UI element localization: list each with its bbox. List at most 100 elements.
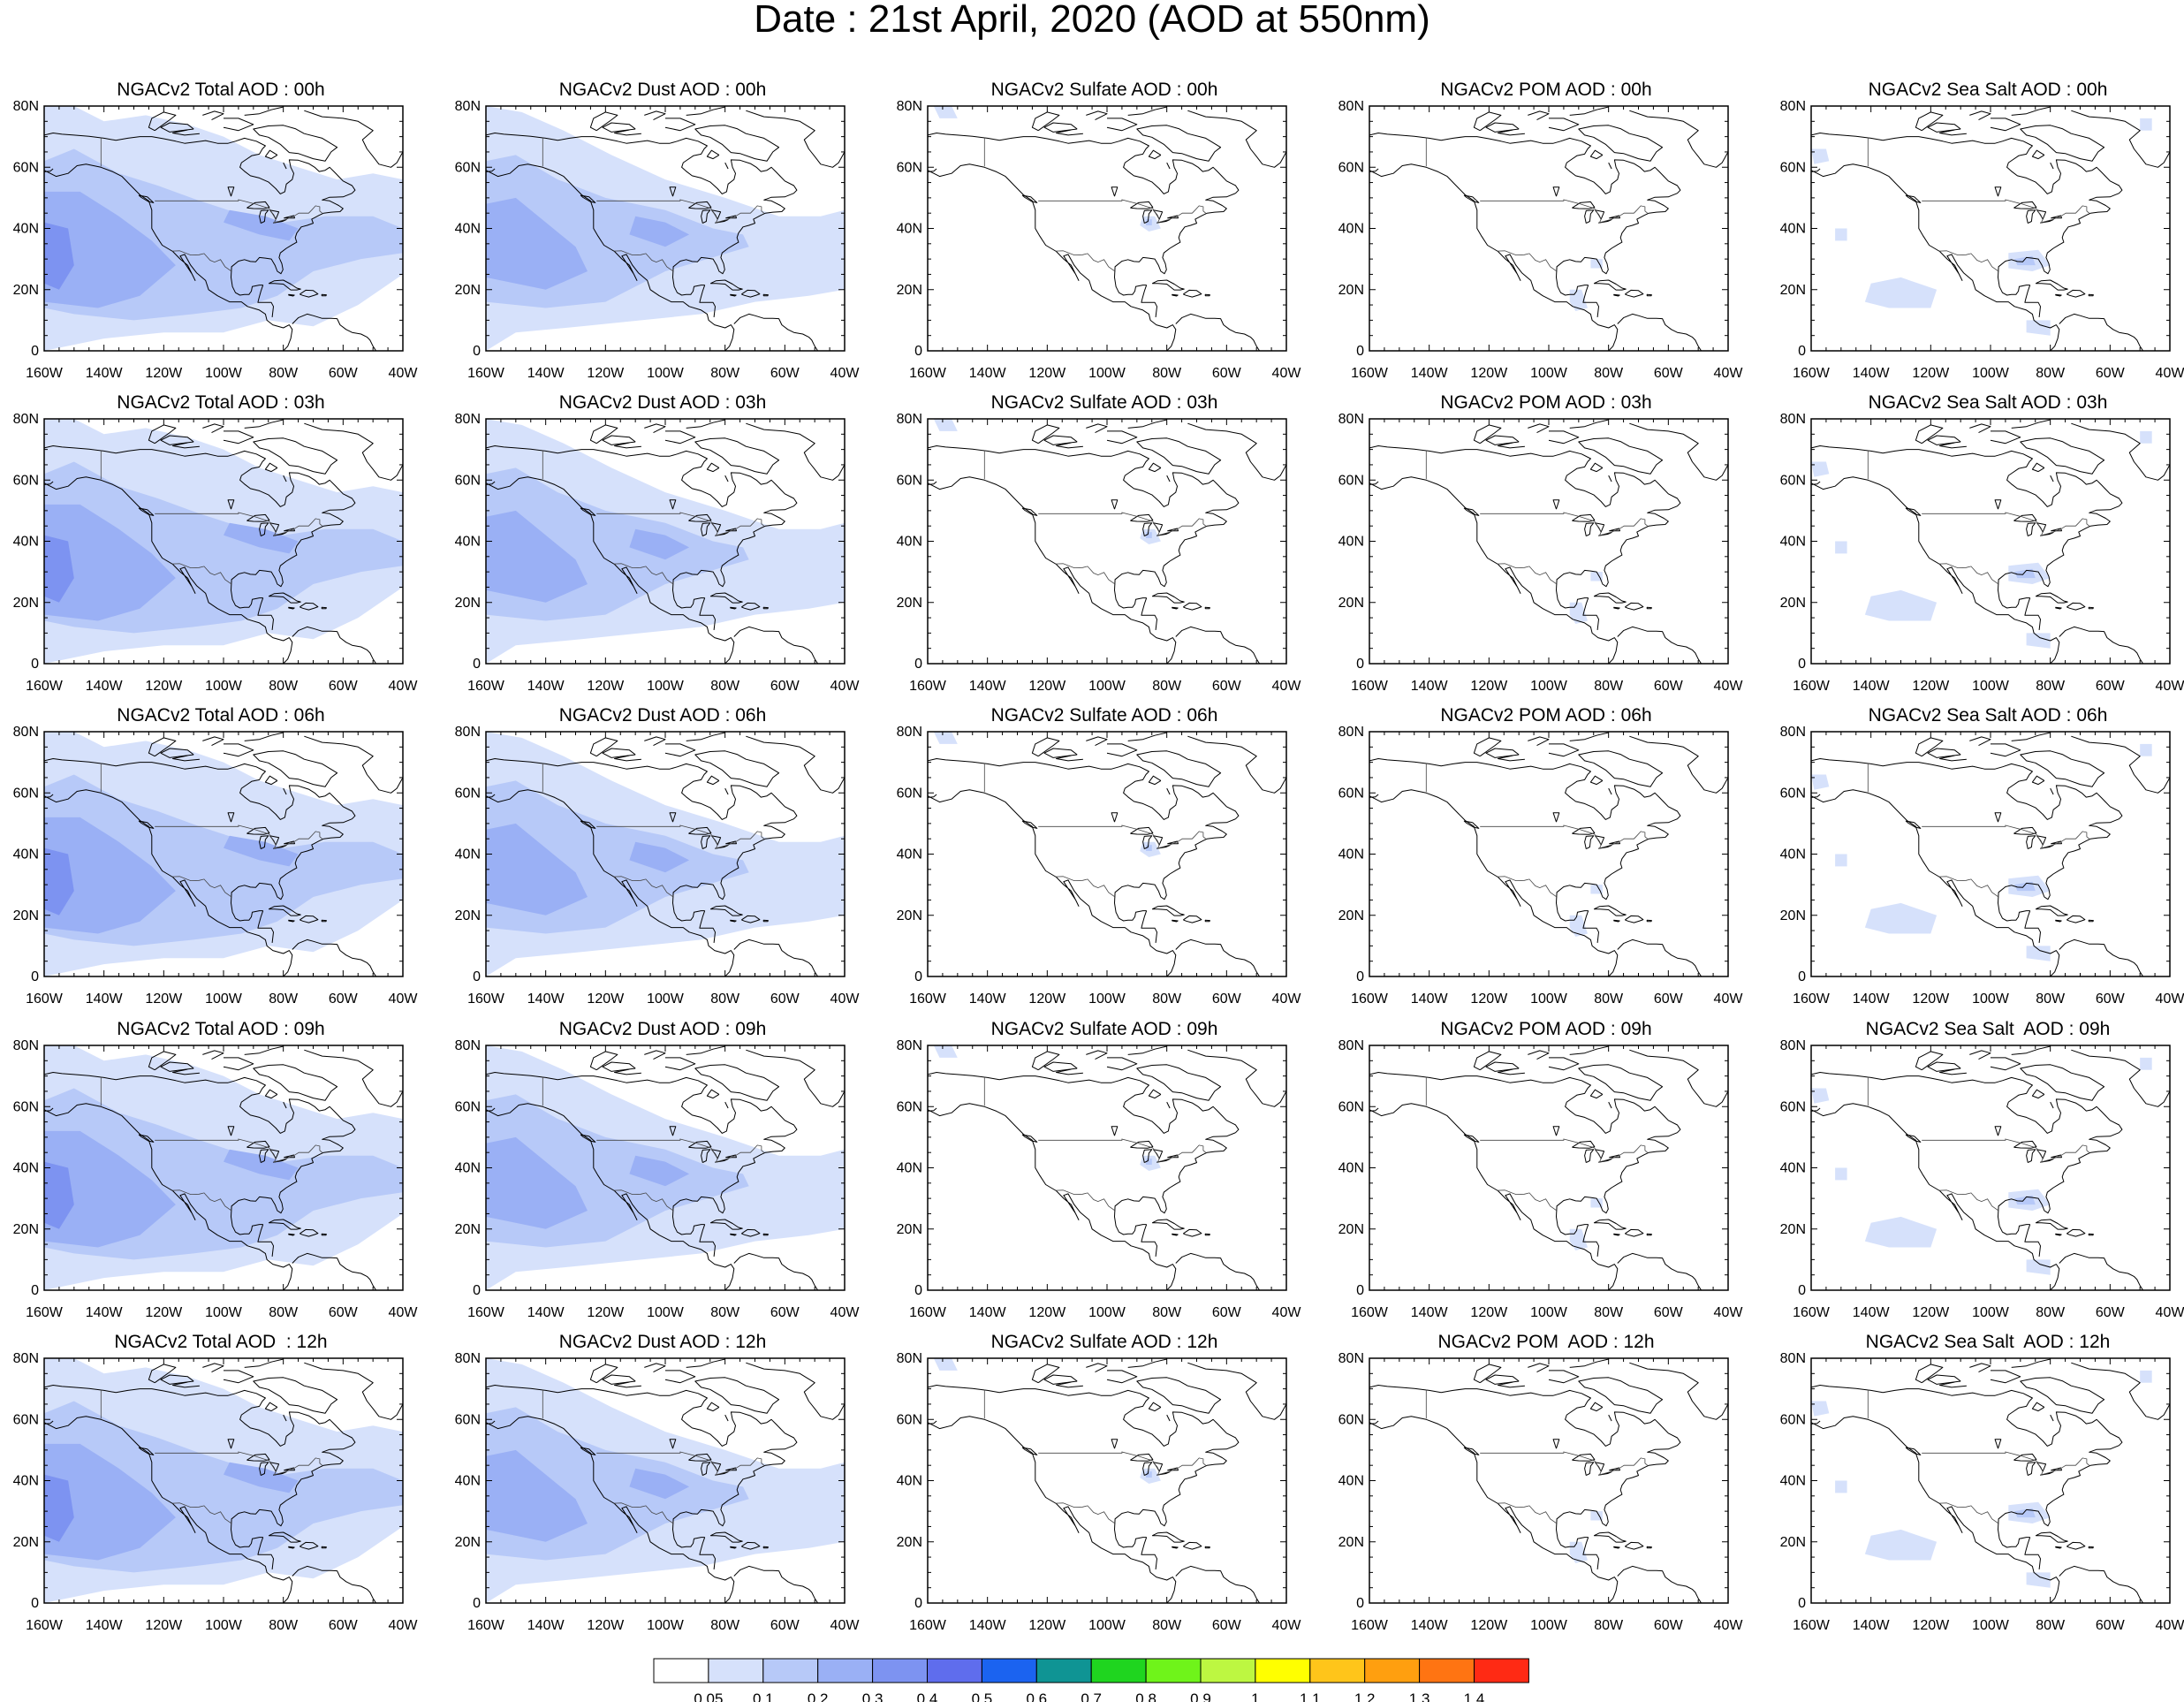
coastline	[283, 162, 287, 170]
lake-outline	[1142, 835, 1153, 850]
lake-outline	[669, 499, 677, 510]
coastline	[138, 820, 155, 829]
lon-tick-label: 80W	[1152, 1305, 1182, 1320]
coastline	[253, 1064, 338, 1101]
lon-tick-label: 40W	[830, 679, 861, 694]
coastline	[2054, 919, 2062, 923]
coastline	[1939, 442, 1967, 449]
coastline	[1204, 919, 1210, 923]
coastline	[1369, 1385, 1681, 1548]
coastline	[2031, 149, 2045, 160]
coastline	[2024, 1537, 2041, 1569]
coastline	[321, 1233, 327, 1236]
lake-outline	[2026, 1462, 2036, 1477]
lon-tick-label: 60W	[1654, 992, 1684, 1007]
coastline	[2020, 1064, 2105, 1101]
coastline	[486, 1385, 798, 1548]
coastline	[1811, 1385, 2123, 1548]
country-borders	[1867, 763, 2089, 898]
lon-tick-label: 160W	[1793, 1305, 1831, 1320]
coastline	[44, 1103, 293, 1290]
lon-tick-label: 140W	[1411, 992, 1449, 1007]
lat-tick-label: 60N	[13, 786, 39, 801]
coastline	[1811, 789, 2060, 976]
coastline	[1043, 1061, 1078, 1072]
lon-tick-label: 140W	[969, 1618, 1007, 1633]
panel-title: NGACv2 Sea Salt AOD : 00h	[1868, 80, 2108, 100]
coastline	[2024, 285, 2041, 317]
lake-outline	[1130, 1140, 1154, 1149]
coastline	[614, 1381, 641, 1388]
aod-contour-fill	[1146, 219, 1152, 225]
panel-title: NGACv2 Total AOD : 09h	[117, 1019, 325, 1039]
aod-contour-fill	[44, 222, 74, 290]
lon-tick-label: 120W	[1470, 366, 1508, 381]
country-borders	[1425, 450, 1648, 585]
coastline	[1187, 422, 1286, 481]
country-borders	[983, 1389, 1206, 1524]
coastline	[746, 1362, 845, 1420]
country-borders	[542, 450, 764, 585]
lake-outline	[259, 522, 269, 537]
coastline	[928, 476, 1177, 664]
coastline	[138, 1134, 155, 1143]
coastline	[2066, 602, 2086, 611]
lat-tick-label: 0	[31, 1283, 39, 1298]
lon-tick-label: 60W	[2096, 1618, 2126, 1633]
lat-tick-label: 40N	[897, 1161, 922, 1176]
lon-tick-label: 80W	[1594, 1618, 1624, 1633]
coastline	[1939, 129, 1967, 136]
lon-tick-label: 80W	[1594, 679, 1624, 694]
lon-tick-label: 60W	[1654, 1618, 1684, 1633]
coastline	[223, 430, 254, 444]
lon-tick-label: 100W	[1972, 1618, 2010, 1633]
coastline	[1369, 794, 1379, 798]
coastline	[699, 597, 716, 630]
coastline	[223, 1057, 254, 1071]
aod-contour-fill	[486, 197, 588, 290]
coastline	[2088, 293, 2094, 297]
coastline	[1905, 1447, 1922, 1455]
coastline	[1498, 755, 1525, 762]
map-panel-total: NGACv2 Total AOD : 03h 80N 60N 40N 20N 0 160W 1…	[0, 392, 442, 733]
lat-tick-label: 40N	[13, 1474, 39, 1489]
lake-outline	[227, 812, 235, 823]
coastline	[486, 794, 496, 798]
aod-contour-fill	[1569, 602, 1588, 624]
lon-tick-label: 40W	[2156, 992, 2184, 1007]
lat-tick-label: 60N	[13, 1099, 39, 1114]
lon-tick-label: 120W	[587, 679, 625, 694]
coastline	[223, 743, 254, 757]
map-panel-sulfate: NGACv2 Sulfate AOD : 12h 80N 60N 40N 20N 0 160…	[883, 1332, 1325, 1672]
coastline	[486, 481, 496, 485]
coastline	[1021, 820, 1038, 829]
aod-contour-fill	[1590, 259, 1603, 269]
coastline	[928, 133, 1240, 296]
coastline	[172, 1068, 200, 1075]
coastline	[2054, 606, 2062, 610]
lat-tick-label: 60N	[897, 1412, 922, 1427]
coastline	[602, 1061, 636, 1072]
coastline	[1548, 1370, 1580, 1384]
coastline	[1175, 1565, 1261, 1603]
coastline	[1528, 736, 1550, 747]
lake-outline	[1584, 209, 1595, 224]
lon-tick-label: 140W	[1853, 679, 1891, 694]
coastline	[1625, 602, 1644, 611]
lake-outline	[2013, 1453, 2037, 1462]
coastline	[1498, 1381, 1525, 1388]
aod-shading	[933, 1045, 1161, 1171]
coastline	[664, 430, 696, 444]
aod-contour-fill	[224, 522, 299, 554]
coastline	[614, 1068, 641, 1075]
coastline	[268, 592, 301, 604]
aod-contour-fill	[224, 1462, 299, 1493]
lat-tick-label: 60N	[1338, 473, 1364, 488]
coastline	[733, 1252, 819, 1290]
aod-contour-fill	[1864, 277, 1938, 308]
coastline	[762, 293, 769, 297]
coastline	[268, 1531, 301, 1543]
coastline	[2020, 1377, 2105, 1414]
lon-tick-label: 100W	[647, 679, 685, 694]
panel-title: NGACv2 Dust AOD : 09h	[558, 1019, 767, 1039]
